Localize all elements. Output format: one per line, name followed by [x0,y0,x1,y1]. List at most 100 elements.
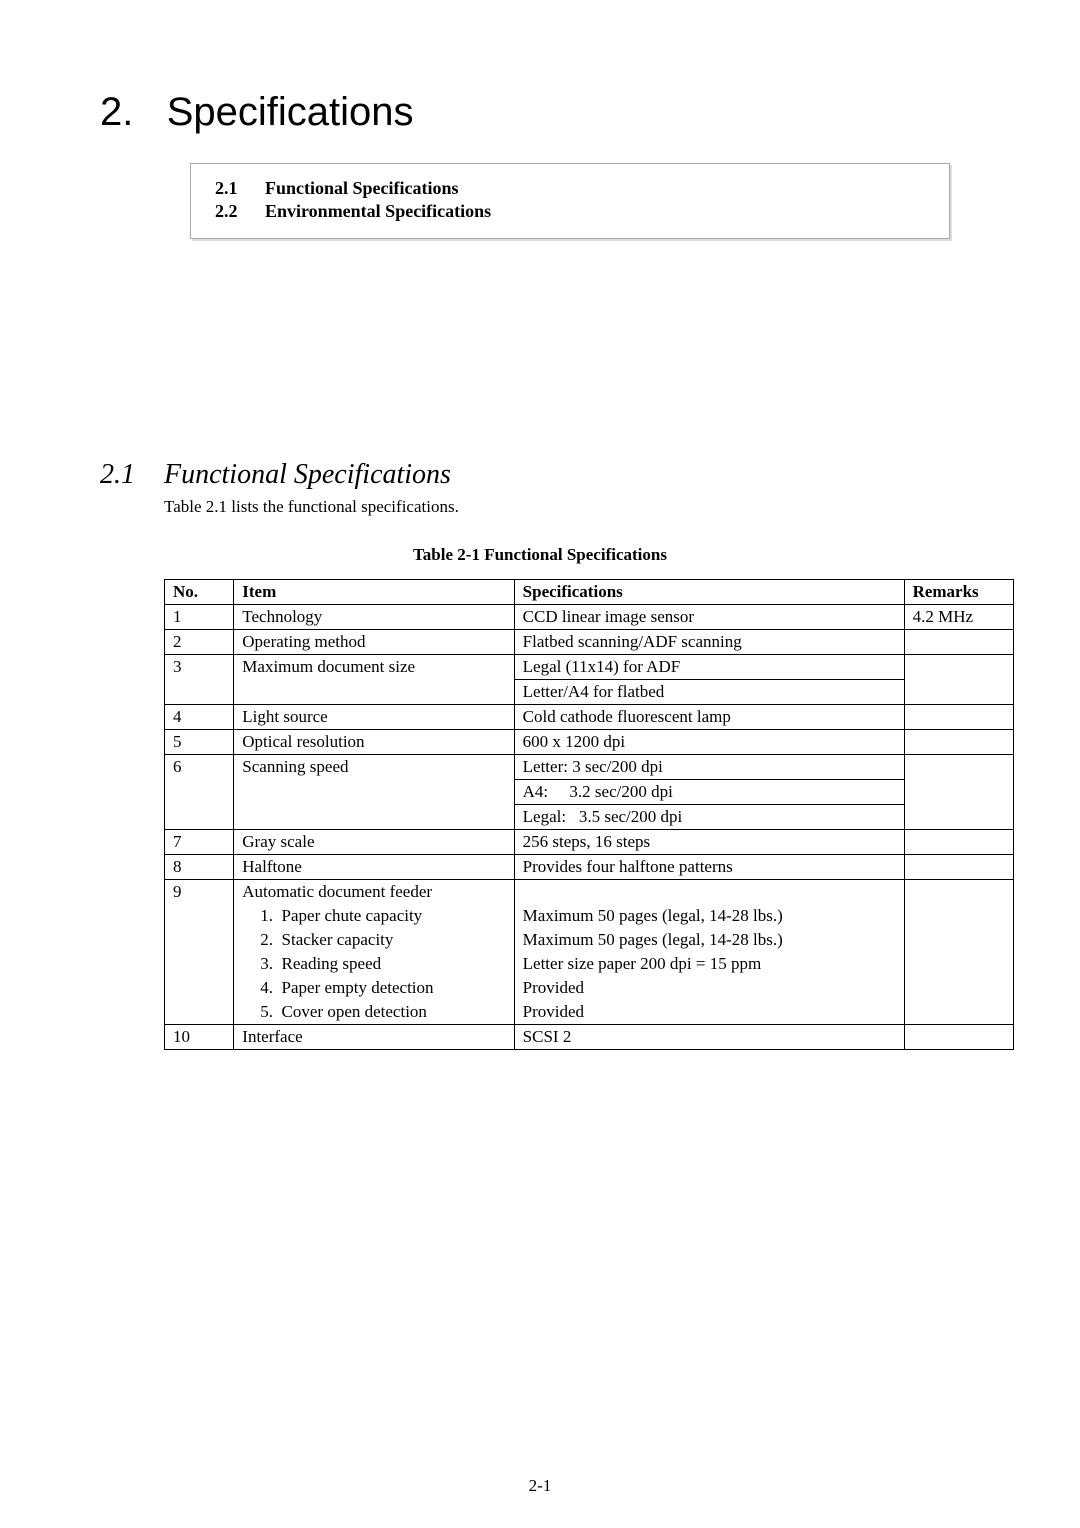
table-row: 3Maximum document sizeLegal (11x14) for … [165,655,1014,680]
cell-remarks [904,1025,1013,1050]
table-row: 6Scanning speedLetter: 3 sec/200 dpi [165,755,1014,780]
table-row: Legal: 3.5 sec/200 dpi [165,805,1014,830]
cell-spec: Legal (11x14) for ADF [514,655,904,680]
cell-remarks [904,705,1013,730]
cell-remarks [904,655,1013,680]
cell-spec: Provides four halftone patterns [514,855,904,880]
cell-spec: A4: 3.2 sec/200 dpi [514,780,904,805]
cell-spec: Maximum 50 pages (legal, 14-28 lbs.) [514,904,904,928]
cell-remarks: 4.2 MHz [904,605,1013,630]
cell-remarks [904,680,1013,705]
cell-remarks [904,730,1013,755]
cell-item: 3. Reading speed [234,952,514,976]
section-number: 2.1 [100,459,164,491]
table-row: 5Optical resolution600 x 1200 dpi [165,730,1014,755]
cell-no [165,976,234,1000]
spec-table: No. Item Specifications Remarks 1Technol… [164,579,1014,1050]
th-item: Item [234,580,514,605]
cell-item: Operating method [234,630,514,655]
toc-num: 2.1 [215,178,265,199]
chapter-heading: 2. Specifications [100,90,980,135]
cell-item: Maximum document size [234,655,514,680]
table-row: A4: 3.2 sec/200 dpi [165,780,1014,805]
table-row: 5. Cover open detectionProvided [165,1000,1014,1025]
cell-remarks [904,952,1013,976]
cell-no: 7 [165,830,234,855]
cell-spec: Flatbed scanning/ADF scanning [514,630,904,655]
cell-item: Automatic document feeder [234,880,514,905]
cell-no [165,780,234,805]
cell-remarks [904,630,1013,655]
cell-item: Interface [234,1025,514,1050]
cell-remarks [904,976,1013,1000]
table-row: 2. Stacker capacityMaximum 50 pages (leg… [165,928,1014,952]
table-row: 10InterfaceSCSI 2 [165,1025,1014,1050]
cell-remarks [904,904,1013,928]
cell-remarks [904,755,1013,780]
cell-spec: CCD linear image sensor [514,605,904,630]
chapter-number: 2. [100,90,133,134]
table-row: 1TechnologyCCD linear image sensor4.2 MH… [165,605,1014,630]
cell-spec: Letter/A4 for flatbed [514,680,904,705]
cell-no: 6 [165,755,234,780]
cell-spec: Legal: 3.5 sec/200 dpi [514,805,904,830]
cell-no: 8 [165,855,234,880]
spec-table-body: 1TechnologyCCD linear image sensor4.2 MH… [165,605,1014,1050]
cell-no: 2 [165,630,234,655]
cell-spec: 256 steps, 16 steps [514,830,904,855]
cell-no: 1 [165,605,234,630]
section-intro: Table 2.1 lists the functional specifica… [164,497,980,517]
cell-remarks [904,928,1013,952]
table-header-row: No. Item Specifications Remarks [165,580,1014,605]
table-row: 8HalftoneProvides four halftone patterns [165,855,1014,880]
section-heading: 2.1 Functional Specifications [100,459,980,491]
cell-no: 10 [165,1025,234,1050]
toc-title: Environmental Specifications [265,201,491,222]
cell-item: Optical resolution [234,730,514,755]
cell-spec [514,880,904,905]
cell-remarks [904,805,1013,830]
page-number: 2-1 [0,1476,1080,1496]
cell-no [165,952,234,976]
toc-box: 2.1 Functional Specifications 2.2 Enviro… [190,163,950,239]
table-row: Letter/A4 for flatbed [165,680,1014,705]
table-row: 2Operating methodFlatbed scanning/ADF sc… [165,630,1014,655]
cell-item [234,780,514,805]
cell-no: 5 [165,730,234,755]
toc-line: 2.2 Environmental Specifications [215,201,925,222]
spacer [100,239,980,459]
table-row: 1. Paper chute capacityMaximum 50 pages … [165,904,1014,928]
cell-no [165,1000,234,1025]
cell-item: Halftone [234,855,514,880]
toc-box-inner: 2.1 Functional Specifications 2.2 Enviro… [190,163,950,239]
table-row: 4. Paper empty detectionProvided [165,976,1014,1000]
cell-item [234,680,514,705]
cell-spec: Letter: 3 sec/200 dpi [514,755,904,780]
cell-remarks [904,855,1013,880]
table-row: 4Light sourceCold cathode fluorescent la… [165,705,1014,730]
page-root: 2. Specifications 2.1 Functional Specifi… [0,0,1080,1528]
toc-num: 2.2 [215,201,265,222]
cell-item: 4. Paper empty detection [234,976,514,1000]
th-spec: Specifications [514,580,904,605]
cell-remarks [904,830,1013,855]
cell-spec: Letter size paper 200 dpi = 15 ppm [514,952,904,976]
cell-no: 4 [165,705,234,730]
cell-spec: Cold cathode fluorescent lamp [514,705,904,730]
table-row: 9Automatic document feeder [165,880,1014,905]
cell-item: 1. Paper chute capacity [234,904,514,928]
chapter-title-text: Specifications [167,90,414,134]
th-no: No. [165,580,234,605]
cell-no [165,904,234,928]
cell-spec: 600 x 1200 dpi [514,730,904,755]
cell-no [165,928,234,952]
cell-no [165,805,234,830]
table-row: 3. Reading speedLetter size paper 200 dp… [165,952,1014,976]
cell-item: Gray scale [234,830,514,855]
toc-title: Functional Specifications [265,178,459,199]
cell-no: 3 [165,655,234,680]
cell-item: 5. Cover open detection [234,1000,514,1025]
cell-remarks [904,1000,1013,1025]
cell-spec: Maximum 50 pages (legal, 14-28 lbs.) [514,928,904,952]
cell-item [234,805,514,830]
